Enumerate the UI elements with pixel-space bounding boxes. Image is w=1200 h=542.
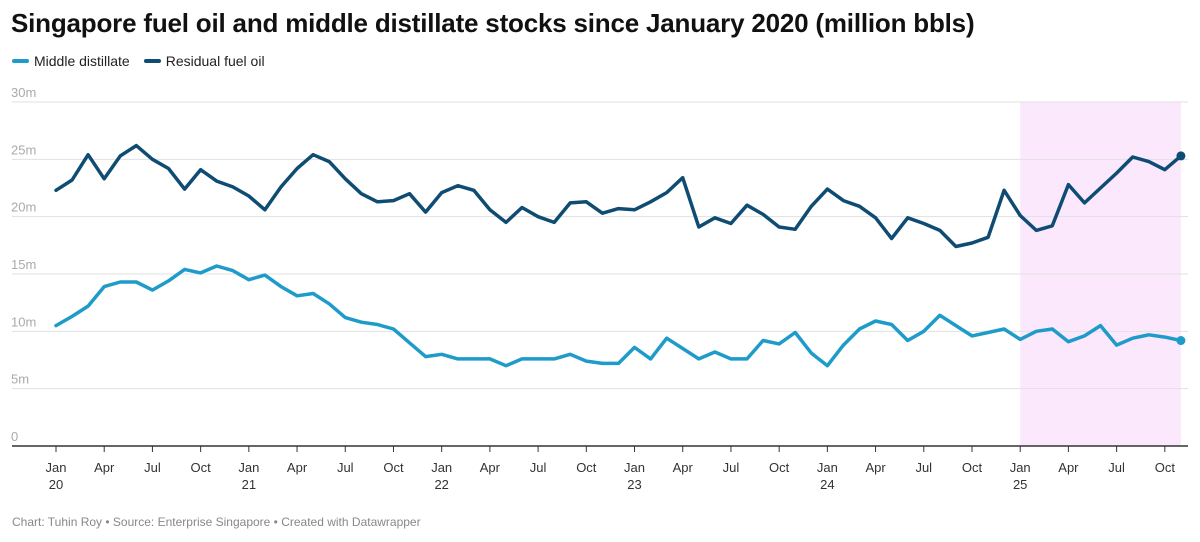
legend-label-middle-distillate: Middle distillate (34, 53, 130, 69)
x-tick-label: Jan (46, 460, 67, 475)
x-tick-label: Oct (1155, 460, 1176, 475)
series-line-middle-distillate (54, 264, 1183, 368)
x-tick-label: Oct (769, 460, 790, 475)
series-end-point-residual-fuel-oil (1176, 151, 1186, 161)
legend-label-residual-fuel-oil: Residual fuel oil (165, 53, 265, 69)
x-tick-year-label: 22 (434, 477, 448, 492)
y-tick-label: 5m (11, 372, 29, 387)
x-tick-label: Jul (530, 460, 547, 475)
x-tick-label: Jan (238, 460, 259, 475)
x-tick-label: Oct (576, 460, 597, 475)
x-tick-label: Oct (962, 460, 983, 475)
x-tick-year-label: 25 (1013, 477, 1027, 492)
series-line-residual-fuel-oil (54, 143, 1183, 249)
x-tick-label: Jan (431, 460, 452, 475)
x-tick-label: Apr (1058, 460, 1079, 475)
x-tick-label: Apr (673, 460, 694, 475)
x-tick-year-label: 20 (49, 477, 63, 492)
y-tick-label: 0 (11, 429, 18, 444)
x-tick-label: Jul (1108, 460, 1125, 475)
x-tick-label: Jan (624, 460, 645, 475)
x-tick-label: Jul (915, 460, 932, 475)
x-tick-year-label: 23 (627, 477, 641, 492)
y-tick-label: 10m (11, 314, 36, 329)
x-tick-label: Apr (94, 460, 115, 475)
x-tick-label: Apr (480, 460, 501, 475)
series-end-point-middle-distillate (1176, 336, 1186, 346)
x-tick-label: Jul (144, 460, 161, 475)
y-tick-label: 30m (11, 85, 36, 100)
legend: Middle distillate Residual fuel oil (12, 53, 265, 69)
x-tick-label: Apr (287, 460, 308, 475)
legend-item-residual-fuel-oil: Residual fuel oil (143, 53, 265, 69)
legend-swatch-residual-fuel-oil (143, 59, 161, 63)
chart-footer-credits: Chart: Tuhin Roy • Source: Enterprise Si… (12, 515, 421, 529)
x-tick-year-label: 24 (820, 477, 834, 492)
x-tick-label: Apr (865, 460, 886, 475)
x-tick-label: Oct (191, 460, 212, 475)
x-tick-label: Jan (1010, 460, 1031, 475)
y-tick-label: 25m (11, 142, 36, 157)
x-tick-label: Jan (817, 460, 838, 475)
x-tick-year-label: 21 (242, 477, 256, 492)
x-tick-label: Jul (337, 460, 354, 475)
x-tick-label: Jul (723, 460, 740, 475)
y-tick-label: 15m (11, 257, 36, 272)
legend-item-middle-distillate: Middle distillate (12, 53, 130, 69)
chart-title: Singapore fuel oil and middle distillate… (11, 8, 975, 38)
y-tick-label: 20m (11, 200, 36, 215)
x-tick-label: Oct (383, 460, 404, 475)
legend-swatch-middle-distillate (12, 59, 29, 63)
